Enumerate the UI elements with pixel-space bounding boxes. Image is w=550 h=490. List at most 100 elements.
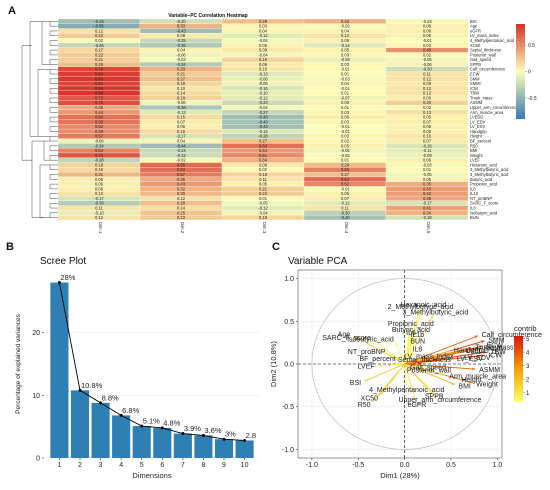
heatmap-cell-value: -0.03 — [176, 57, 186, 62]
heatmap-cell-value: -0.43 — [258, 124, 268, 129]
heatmap-row-label: LV_ESV — [470, 124, 485, 129]
heatmap-cell-value: 0.19 — [177, 95, 186, 100]
heatmap-cell-value: -0.16 — [422, 143, 432, 148]
heatmap-cell-value: 0.44 — [95, 110, 104, 115]
heatmap-cell-value: -0.08 — [258, 76, 268, 81]
heatmap-row-label: SPPB — [470, 62, 481, 67]
heatmap-cell-value: -0.55 — [94, 24, 104, 29]
variable-label: BSI — [350, 380, 361, 387]
heatmap-row-label: Posterior_wall — [470, 52, 496, 57]
heatmap-row-labels: BSIAgeeGFRLV_mass_index4_Methylpentanoic… — [470, 19, 519, 220]
heatmap-cell-value: 0.43 — [177, 182, 186, 187]
variable-label: IL1b — [411, 332, 425, 339]
scree-plot-x-tick-label: 8 — [201, 462, 205, 469]
heatmap-cell-value: 0.57 — [95, 134, 104, 139]
heatmap-cell-value: -0.04 — [258, 52, 268, 57]
heatmap-row-label: ASMM — [470, 100, 483, 105]
heatmap-cell-value: -0.43 — [176, 28, 186, 33]
variable-label: eGFR — [408, 402, 427, 409]
heatmap-cell-value: -0.12 — [258, 33, 268, 38]
dendrogram-branch — [21, 45, 32, 161]
variable-label: Hexanoic_acid — [401, 302, 447, 309]
heatmap-cell-value: -0.38 — [176, 105, 186, 110]
heatmap-cell-value: 0.51 — [259, 153, 268, 158]
variable-arrowhead — [430, 315, 434, 319]
variable-label: LVEF — [358, 363, 375, 370]
heatmap-cell-value: 0.03 — [423, 43, 432, 48]
heatmap-row-label: Gait_speed — [470, 57, 492, 62]
heatmap-cell-value: -0.30 — [340, 210, 350, 215]
heatmap-cell-value: -0.25 — [176, 38, 186, 43]
scree-plot-value-label: 4.8% — [163, 418, 180, 427]
heatmap-color-legend: 0.5 0 -0.5 — [516, 24, 537, 119]
variable-label: XC50 — [361, 395, 379, 402]
heatmap-cell-value: 0.30 — [177, 191, 186, 196]
heatmap-cell-value: 0.06 — [95, 177, 104, 182]
dendrogram-branch — [49, 174, 58, 180]
heatmap-cell-value: 0.10 — [259, 67, 268, 72]
heatmap-cell-value: 0.55 — [341, 167, 350, 172]
scree-plot-value-label: 3% — [225, 430, 236, 439]
heatmap-cell-value: 0.08 — [177, 33, 186, 38]
variable-label: Arm_muscle_area — [449, 374, 506, 381]
heatmap-cell-value: -0.12 — [340, 201, 350, 206]
heatmap-cell-value: -0.01 — [340, 86, 350, 91]
variable-label: Butyric_acid — [392, 327, 430, 334]
heatmap-cell-value: -0.28 — [258, 134, 268, 139]
scree-plot-bar — [91, 402, 110, 458]
variable-label: BF_percent — [359, 356, 395, 363]
heatmap-cell-value: 0.21 — [259, 186, 268, 191]
variable-label: Propionic_acid — [388, 321, 434, 328]
heatmap-cell-value: -0.04 — [258, 105, 268, 110]
variable-label: Age — [338, 331, 351, 338]
heatmap-row-label: 3_Methylbutyric_acid — [470, 172, 509, 177]
heatmap-row-label: XC50 — [470, 43, 481, 48]
heatmap-column-labels: Dim.1 Dim.2 Dim.3 Dim.4 Dim.5 — [98, 222, 431, 234]
heatmap-cell-value: 0.05 — [259, 182, 268, 187]
heatmap-cell-value: 0.05 — [341, 143, 350, 148]
heatmap-row-label: NT_proBNP — [470, 196, 492, 201]
heatmap-cell-value: 0.22 — [95, 33, 104, 38]
contrib-legend-bar — [514, 336, 523, 402]
scree-plot-point — [181, 432, 185, 436]
heatmap-cell-value: 0.01 — [341, 72, 350, 77]
variable-label: SARC_F_score — [322, 335, 371, 342]
heatmap-cell-value: -0.01 — [340, 67, 350, 72]
heatmap-cell-value: 0.11 — [259, 177, 267, 182]
variable-arrow — [373, 339, 405, 365]
dendrogram-branch — [41, 21, 50, 65]
heatmap-cell-value: 0.43 — [423, 186, 432, 191]
heatmap-row-label: 2_Methylbutyric_acid — [470, 167, 509, 172]
heatmap-cell-value: 0.09 — [259, 62, 268, 67]
heatmap-cell-value: -0.09 — [422, 153, 432, 158]
heatmap-column-label: Dim.1 — [98, 222, 103, 234]
pca-x-tick-label: 0.5 — [446, 462, 456, 469]
pca-x-tick-label: -1.0 — [306, 462, 318, 469]
heatmap-cell-value: 0.33 — [341, 19, 350, 24]
scree-plot-ticks: 0 10 20 1 2 3 4 5 6 7 8 9 10 — [32, 330, 248, 469]
scree-plot-value-label: 28% — [60, 273, 75, 282]
variable-arrowhead — [408, 327, 412, 331]
heatmap-cell-value: 0.27 — [259, 139, 268, 144]
dendrogram-branch — [49, 21, 58, 27]
heatmap-cell-value: -0.40 — [340, 215, 350, 220]
heatmap-cell-value: 0.06 — [341, 38, 350, 43]
variable-label: LV_ESV — [457, 356, 483, 363]
dendrogram-branch — [31, 140, 44, 218]
heatmap-cell-value: 0.06 — [341, 115, 350, 120]
heatmap-cell-value: 0.33 — [177, 24, 186, 29]
heatmap-row-label: Handgrip — [470, 129, 487, 134]
heatmap-row-label: Age — [470, 24, 478, 29]
variable-arrowhead — [413, 397, 417, 401]
variable-arrow — [404, 350, 463, 365]
heatmap-cell-value: -0.09 — [340, 57, 350, 62]
heatmap-cell-value: 0.72 — [95, 95, 104, 100]
heatmap-cell-value: 0.05 — [423, 177, 432, 182]
scree-plot-point — [140, 424, 144, 428]
heatmap-cell-value: 0.65 — [177, 162, 186, 167]
variable-pca-arrows — [353, 308, 487, 402]
scree-plot-y-axis-label: Percentage of explained variances — [15, 313, 22, 413]
variable-arrowhead — [364, 378, 368, 382]
dendrogram-branch — [49, 107, 58, 113]
